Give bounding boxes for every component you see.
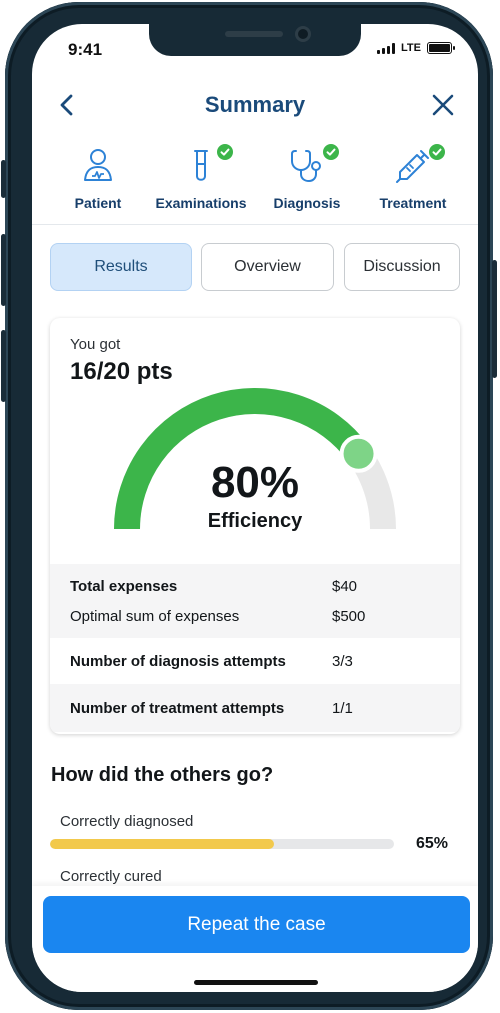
app-screen: 9:41 LTE Summary bbox=[32, 24, 478, 992]
syringe-icon bbox=[396, 150, 429, 183]
battery-icon bbox=[427, 42, 455, 54]
expenses-row: Total expenses $40 Optimal sum of expens… bbox=[50, 564, 460, 638]
page-title: Summary bbox=[204, 92, 306, 117]
gauge-knob bbox=[339, 434, 378, 473]
progress-label: Correctly cured bbox=[60, 868, 162, 885]
step-examinations[interactable]: Examinations bbox=[146, 144, 256, 211]
stat-value: 1/1 bbox=[332, 700, 353, 717]
stat-value: $40 bbox=[332, 578, 358, 595]
patient-icon bbox=[84, 149, 112, 181]
notch bbox=[149, 24, 361, 56]
volume-down-button bbox=[1, 330, 6, 402]
progress-value: 65% bbox=[415, 835, 448, 852]
step-patient[interactable]: Patient bbox=[43, 146, 153, 211]
progress-fill bbox=[50, 839, 274, 849]
step-label: Diagnosis bbox=[273, 195, 341, 211]
progress-label: Correctly diagnosed bbox=[60, 813, 194, 830]
step-label: Treatment bbox=[379, 195, 447, 211]
header: Summary bbox=[32, 86, 478, 126]
progress-steps: Patient Examinations bbox=[32, 144, 478, 212]
speaker bbox=[225, 31, 283, 37]
signal-icon bbox=[377, 42, 396, 54]
diagnosis-attempts-row: Number of diagnosis attempts 3/3 bbox=[50, 638, 460, 684]
gauge-fill bbox=[114, 388, 370, 530]
back-button[interactable] bbox=[52, 90, 82, 120]
score-points: 16/20 pts bbox=[70, 358, 173, 385]
stethoscope-icon bbox=[291, 150, 321, 183]
tab-discussion[interactable]: Discussion bbox=[344, 243, 460, 291]
check-badge-icon bbox=[429, 144, 445, 160]
mute-switch bbox=[1, 160, 6, 198]
tab-bar: Results Overview Discussion bbox=[50, 243, 460, 291]
stat-label: Total expenses bbox=[70, 578, 178, 595]
power-button bbox=[492, 260, 497, 378]
stat-label: Number of diagnosis attempts bbox=[70, 653, 286, 670]
progress-track bbox=[50, 839, 394, 849]
close-button[interactable] bbox=[428, 90, 458, 120]
step-treatment[interactable]: Treatment bbox=[358, 144, 468, 211]
test-tube-icon bbox=[194, 150, 208, 181]
others-title: How did the others go? bbox=[51, 764, 274, 786]
status-time: 9:41 bbox=[68, 40, 103, 59]
check-badge-icon bbox=[323, 144, 339, 160]
stat-label: Optimal sum of expenses bbox=[70, 608, 240, 625]
results-card: You got 16/20 pts 80% Efficiency Total e… bbox=[50, 318, 460, 734]
stat-value: $500 bbox=[332, 608, 366, 625]
tab-results[interactable]: Results bbox=[50, 243, 192, 291]
stat-value: 3/3 bbox=[332, 653, 353, 670]
close-icon bbox=[432, 94, 454, 116]
camera bbox=[295, 26, 311, 42]
tab-overview[interactable]: Overview bbox=[201, 243, 334, 291]
stat-label: Number of treatment attempts bbox=[70, 700, 285, 717]
divider bbox=[32, 224, 478, 225]
efficiency-percent: 80% bbox=[210, 458, 300, 507]
volume-up-button bbox=[1, 234, 6, 306]
step-diagnosis[interactable]: Diagnosis bbox=[252, 144, 362, 211]
step-label: Patient bbox=[74, 195, 122, 211]
step-label: Examinations bbox=[155, 195, 247, 211]
status-indicators: LTE bbox=[377, 42, 455, 54]
efficiency-gauge bbox=[114, 388, 396, 530]
repeat-case-button[interactable]: Repeat the case bbox=[43, 896, 470, 953]
chevron-left-icon bbox=[60, 94, 73, 116]
home-indicator bbox=[194, 980, 318, 985]
treatment-attempts-row: Number of treatment attempts 1/1 bbox=[50, 684, 460, 732]
network-type: LTE bbox=[401, 42, 421, 54]
score-intro: You got bbox=[70, 336, 121, 353]
efficiency-label: Efficiency bbox=[207, 510, 303, 532]
check-badge-icon bbox=[217, 144, 233, 160]
